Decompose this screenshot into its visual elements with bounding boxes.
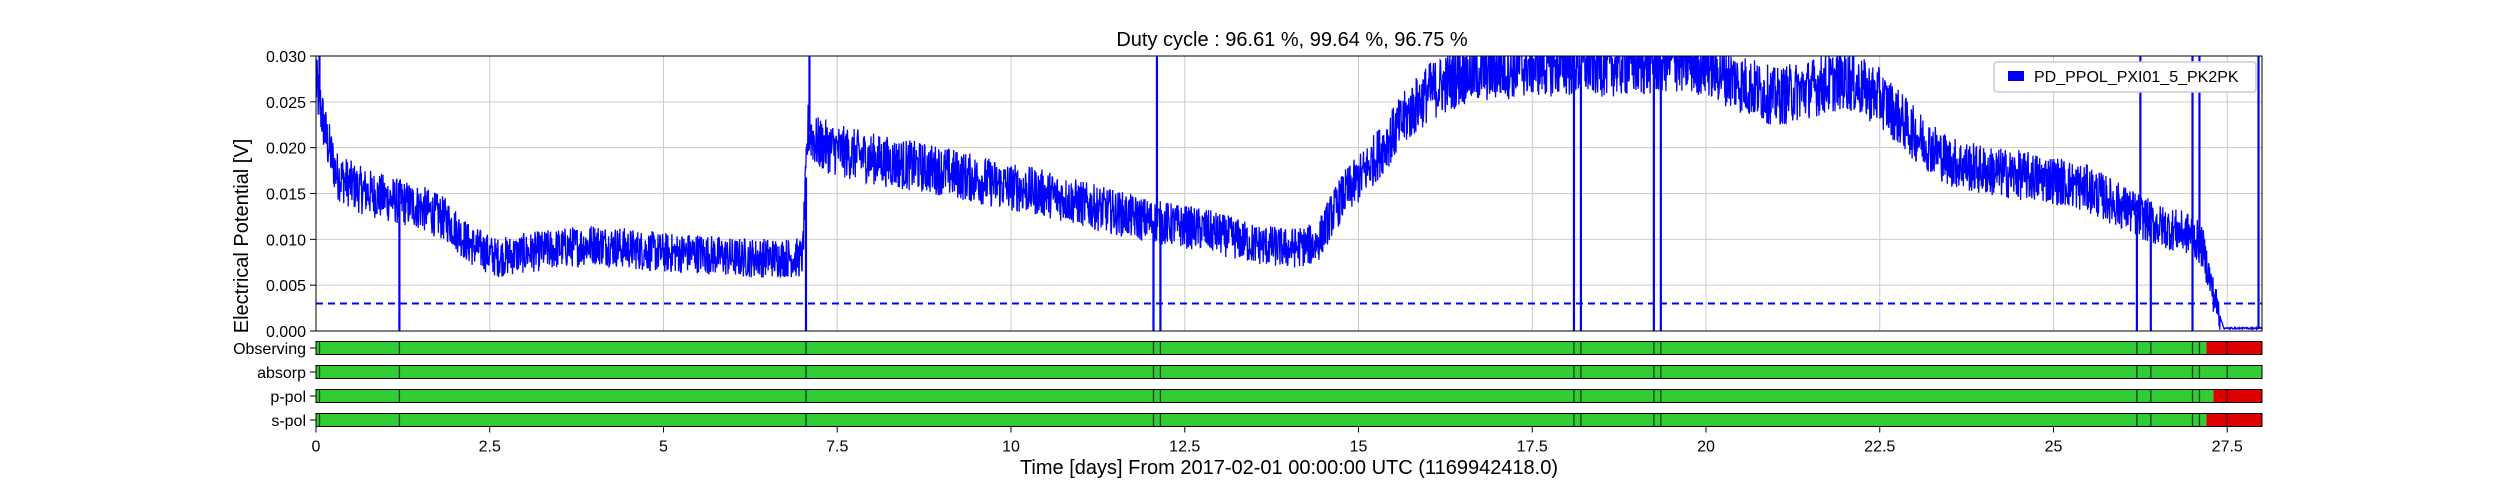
x-tick-label: 15 <box>1350 439 1368 456</box>
y-axis-label: Electrical Potential [V] <box>231 139 253 334</box>
y-tick-label: 0.030 <box>266 49 306 66</box>
flag-segment <box>2206 341 2262 355</box>
flag-row-label: absorp <box>257 365 306 382</box>
legend-swatch <box>2008 71 2024 81</box>
x-tick-label: 20 <box>1697 439 1715 456</box>
y-tick-label: 0.005 <box>266 278 306 295</box>
flag-segment <box>316 413 2207 427</box>
x-tick-label: 27.5 <box>2212 439 2243 456</box>
flag-segment <box>316 341 2207 355</box>
y-tick-label: 0.020 <box>266 141 306 158</box>
flag-segment <box>2206 413 2262 427</box>
grid-lines <box>315 55 2262 332</box>
y-tick-label: 0.000 <box>266 324 306 341</box>
x-axis-label: Time [days] From 2017-02-01 00:00:00 UTC… <box>1020 457 1558 479</box>
flag-segment <box>2213 389 2262 403</box>
x-tick-label: 10 <box>1002 439 1020 456</box>
legend-box <box>1993 61 2257 93</box>
y-tick-label: 0.025 <box>266 95 306 112</box>
legend: PD_PPOL_PXI01_5_PK2PK <box>1993 61 2257 93</box>
flag-row-label: p-pol <box>270 389 306 406</box>
flag-segment <box>2206 389 2214 403</box>
x-tick-label: 17.5 <box>1517 439 1548 456</box>
x-tick-label: 7.5 <box>826 439 848 456</box>
x-tick-label: 5 <box>659 439 668 456</box>
flag-segment <box>316 365 2262 379</box>
x-tick-label: 22.5 <box>1864 439 1895 456</box>
y-axis-ticks: 0.000 0.005 0.010 0.015 0.020 0.025 0.030 <box>266 49 316 341</box>
x-tick-label: 25 <box>2045 439 2063 456</box>
data-series <box>316 56 2262 331</box>
x-axis-ticks: 0 2.5 5 7.5 10 12.5 15 17.5 20 22.5 25 27.5 <box>312 426 2243 456</box>
chart-title: Duty cycle : 96.61 %, 99.64 %, 96.75 % <box>1116 29 1468 51</box>
x-tick-label: 2.5 <box>479 439 501 456</box>
flag-segment <box>316 389 2207 403</box>
segment-flags: Observing absorp p-pol s-pol <box>233 341 2263 430</box>
plot-frame <box>315 55 2263 332</box>
flag-row-label: Observing <box>233 341 306 358</box>
y-tick-label: 0.010 <box>266 232 306 249</box>
x-tick-label: 12.5 <box>1169 439 1200 456</box>
x-tick-label: 0 <box>312 439 321 456</box>
series-line <box>316 56 2262 331</box>
flag-row-label: s-pol <box>271 413 306 430</box>
y-tick-label: 0.015 <box>266 187 306 204</box>
legend-label: PD_PPOL_PXI01_5_PK2PK <box>2034 69 2239 86</box>
